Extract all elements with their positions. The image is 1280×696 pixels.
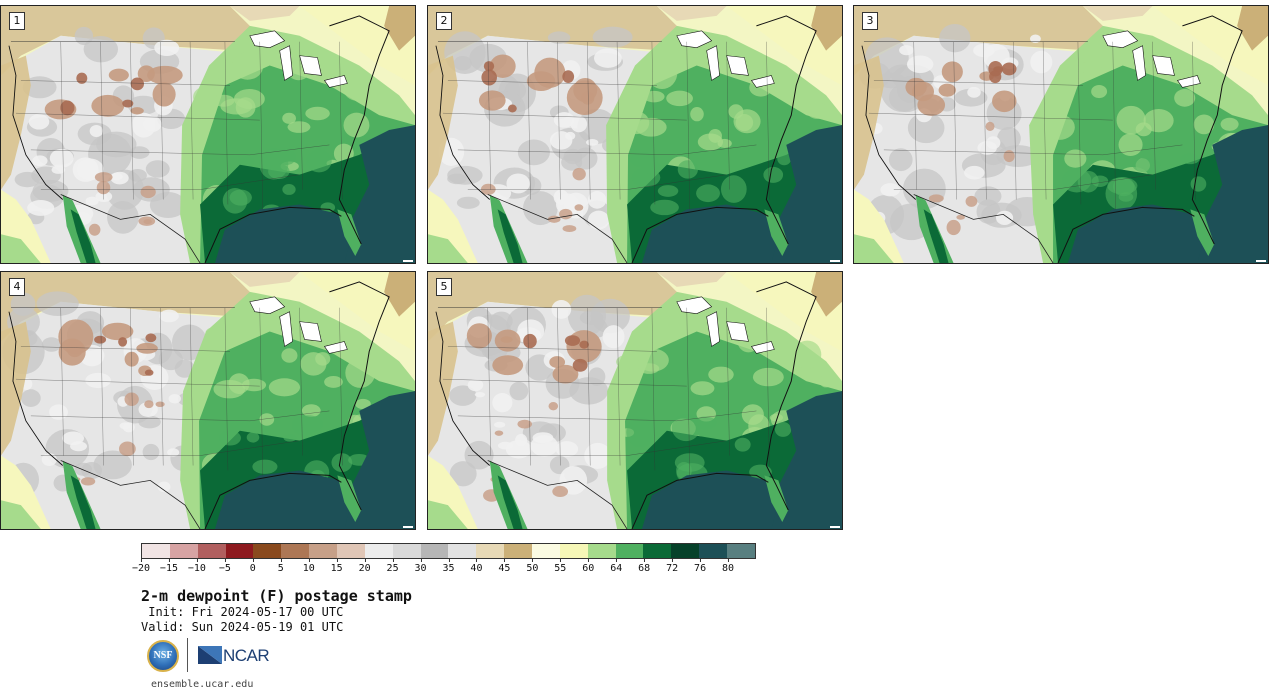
dewpoint-map: [1, 6, 415, 263]
colorbar-swatch: [281, 544, 310, 558]
colorbar-tick: −5: [219, 559, 231, 574]
nsf-logo-text: NSF: [153, 650, 173, 661]
panel-corner-mark: [830, 260, 840, 262]
colorbar-tick: 72: [666, 559, 678, 574]
colorbar-swatch: [727, 544, 755, 558]
colorbar-tick-label: 10: [302, 563, 315, 574]
colorbar-tick: 20: [359, 559, 371, 574]
colorbar-tick-label: 5: [277, 563, 284, 574]
panel-number: 1: [9, 12, 25, 30]
colorbar-swatch: [169, 544, 198, 558]
colorbar-tick: 0: [250, 559, 256, 574]
colorbar-swatch: [420, 544, 449, 558]
panel-corner-mark: [403, 526, 413, 528]
valid-time: Valid: Sun 2024-05-19 01 UTC: [141, 620, 344, 634]
colorbar-swatch: [337, 544, 365, 558]
colorbar-tick: −10: [188, 559, 206, 574]
site-url: ensemble.ucar.edu: [151, 679, 254, 690]
dewpoint-map: [1, 272, 415, 529]
colorbar-tick-label: −10: [187, 563, 206, 574]
colorbar-swatch: [142, 544, 170, 558]
colorbar-swatch: [504, 544, 533, 558]
colorbar-tick-label: 55: [554, 563, 567, 574]
colorbar-tick-label: 60: [582, 563, 595, 574]
colorbar-tick-label: 50: [526, 563, 539, 574]
colorbar-tick: 25: [387, 559, 399, 574]
colorbar-tick: 40: [470, 559, 482, 574]
colorbar-tick-label: 15: [330, 563, 343, 574]
colorbar-swatch: [699, 544, 728, 558]
colorbar-tick-labels: −20 −15 −10 −5 0 5 10 15 20 25 30 35 40 45 50 55 60 64 68 7…: [132, 559, 756, 577]
colorbar-swatch: [309, 544, 338, 558]
map-panel: 4: [0, 271, 416, 530]
ncar-logo-text: NCAR: [223, 646, 270, 665]
panel-number: 5: [436, 278, 452, 296]
colorbar-tick: 80: [722, 559, 734, 574]
colorbar-swatch: [392, 544, 421, 558]
colorbar-swatch: [225, 544, 254, 558]
dewpoint-map: [428, 272, 842, 529]
colorbar-swatch: [587, 544, 616, 558]
logo-divider: [187, 638, 188, 672]
panel-corner-mark: [403, 260, 413, 262]
colorbar-swatch: [476, 544, 505, 558]
colorbar-tick-label: −15: [159, 563, 178, 574]
colorbar-tick: 30: [415, 559, 427, 574]
dewpoint-map: [428, 6, 842, 263]
ncar-mark-icon: [198, 646, 222, 664]
colorbar-tick: 5: [278, 559, 284, 574]
nsf-logo: NSF: [147, 640, 179, 672]
colorbar-tick-label: −5: [218, 563, 231, 574]
colorbar-swatch: [615, 544, 644, 558]
colorbar-tick: −20: [132, 559, 150, 574]
colorbar-tick-label: 30: [414, 563, 427, 574]
map-panel: 3: [853, 5, 1269, 264]
panel-number: 4: [9, 278, 25, 296]
colorbar-tick-label: −20: [131, 563, 151, 574]
colorbar-tick: 50: [526, 559, 538, 574]
colorbar-tick-label: 45: [498, 563, 511, 574]
colorbar-tick-label: 35: [442, 563, 455, 574]
colorbar-tick: 45: [498, 559, 510, 574]
dewpoint-map: [854, 6, 1268, 263]
colorbar-swatch: [532, 544, 560, 558]
figure-title: 2-m dewpoint (F) postage stamp: [141, 587, 412, 605]
panel-number: 3: [862, 12, 878, 30]
colorbar-tick: 68: [638, 559, 650, 574]
dewpoint-colorbar: [141, 543, 756, 559]
colorbar-tick-label: 0: [249, 563, 256, 574]
colorbar-swatch: [643, 544, 672, 558]
colorbar-swatch: [197, 544, 226, 558]
colorbar-swatch: [253, 544, 282, 558]
colorbar-tick-label: 64: [610, 563, 623, 574]
map-panel: 1: [0, 5, 416, 264]
colorbar-swatch: [448, 544, 477, 558]
colorbar-swatch: [364, 544, 393, 558]
colorbar-tick-label: 40: [470, 563, 483, 574]
init-time: Init: Fri 2024-05-17 00 UTC: [141, 605, 344, 619]
colorbar-tick: 64: [610, 559, 622, 574]
colorbar-tick: 60: [582, 559, 594, 574]
map-panel: 5: [427, 271, 843, 530]
colorbar-tick-label: 25: [386, 563, 399, 574]
colorbar-swatch: [671, 544, 700, 558]
logos: NSF NCAR: [143, 638, 283, 674]
colorbar-tick-label: 76: [694, 563, 707, 574]
map-panel: 2: [427, 5, 843, 264]
colorbar-tick: 76: [694, 559, 706, 574]
panel-corner-mark: [1256, 260, 1266, 262]
colorbar-tick-label: 20: [358, 563, 371, 574]
colorbar-tick: 35: [442, 559, 455, 574]
colorbar-tick: 10: [303, 559, 315, 574]
colorbar-tick: −15: [160, 559, 178, 574]
colorbar-swatch: [559, 544, 588, 558]
colorbar-tick-label: 72: [666, 563, 679, 574]
panel-number: 2: [436, 12, 452, 30]
panel-corner-mark: [830, 526, 840, 528]
colorbar-tick-label: 68: [638, 563, 651, 574]
colorbar-tick: 15: [331, 559, 343, 574]
colorbar-tick: 55: [554, 559, 566, 574]
colorbar-tick-label: 80: [722, 563, 735, 574]
